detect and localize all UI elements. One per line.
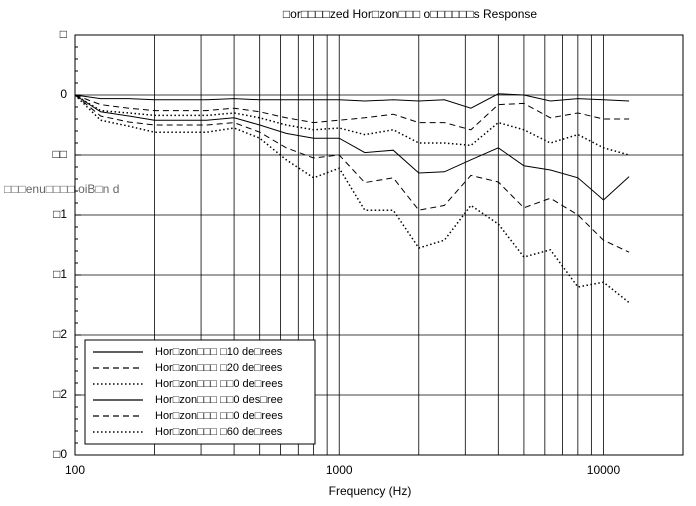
series-line bbox=[74, 94, 630, 304]
legend-label: Hor□zon□□□ □10 de□rees bbox=[155, 346, 283, 358]
y-tick-label: □2 bbox=[53, 387, 67, 401]
legend-label: Hor□zon□□□ □20 de□rees bbox=[155, 362, 283, 374]
legend-label: Hor□zon□□□ □□0 de□rees bbox=[155, 378, 283, 390]
y-tick-label: □1 bbox=[53, 207, 67, 221]
chart-title: □or□□□□zed Hor□zon□□□ o□□□□□□s Response bbox=[283, 7, 537, 21]
series-line bbox=[74, 94, 630, 131]
x-tick-label: 1000 bbox=[326, 463, 353, 477]
x-tick-label: 100 bbox=[65, 463, 85, 477]
y-tick-label: □2 bbox=[53, 327, 67, 341]
y-tick-label: □1 bbox=[53, 267, 67, 281]
series-line bbox=[74, 94, 630, 201]
legend-label: Hor□zon□□□ □□0 des□ree bbox=[155, 394, 283, 406]
series-line bbox=[74, 94, 630, 253]
plot-frame bbox=[74, 34, 684, 456]
legend-box bbox=[84, 339, 316, 445]
legend-label: Hor□zon□□□ □□0 de□rees bbox=[155, 410, 283, 422]
series-line bbox=[74, 94, 630, 156]
y-tick-label: □ bbox=[60, 27, 67, 41]
y-axis-label: □□□enu□□□□ oiB□n d bbox=[4, 182, 119, 196]
y-tick-label: □0 bbox=[53, 447, 67, 461]
series-line bbox=[74, 93, 630, 109]
x-tick-label: 10000 bbox=[587, 463, 621, 477]
y-tick-label: 0 bbox=[60, 87, 67, 101]
y-tick-label: □□ bbox=[53, 147, 68, 161]
legend-label: Hor□zon□□□ □60 de□rees bbox=[155, 426, 283, 438]
x-axis-label: Frequency (Hz) bbox=[329, 484, 412, 498]
